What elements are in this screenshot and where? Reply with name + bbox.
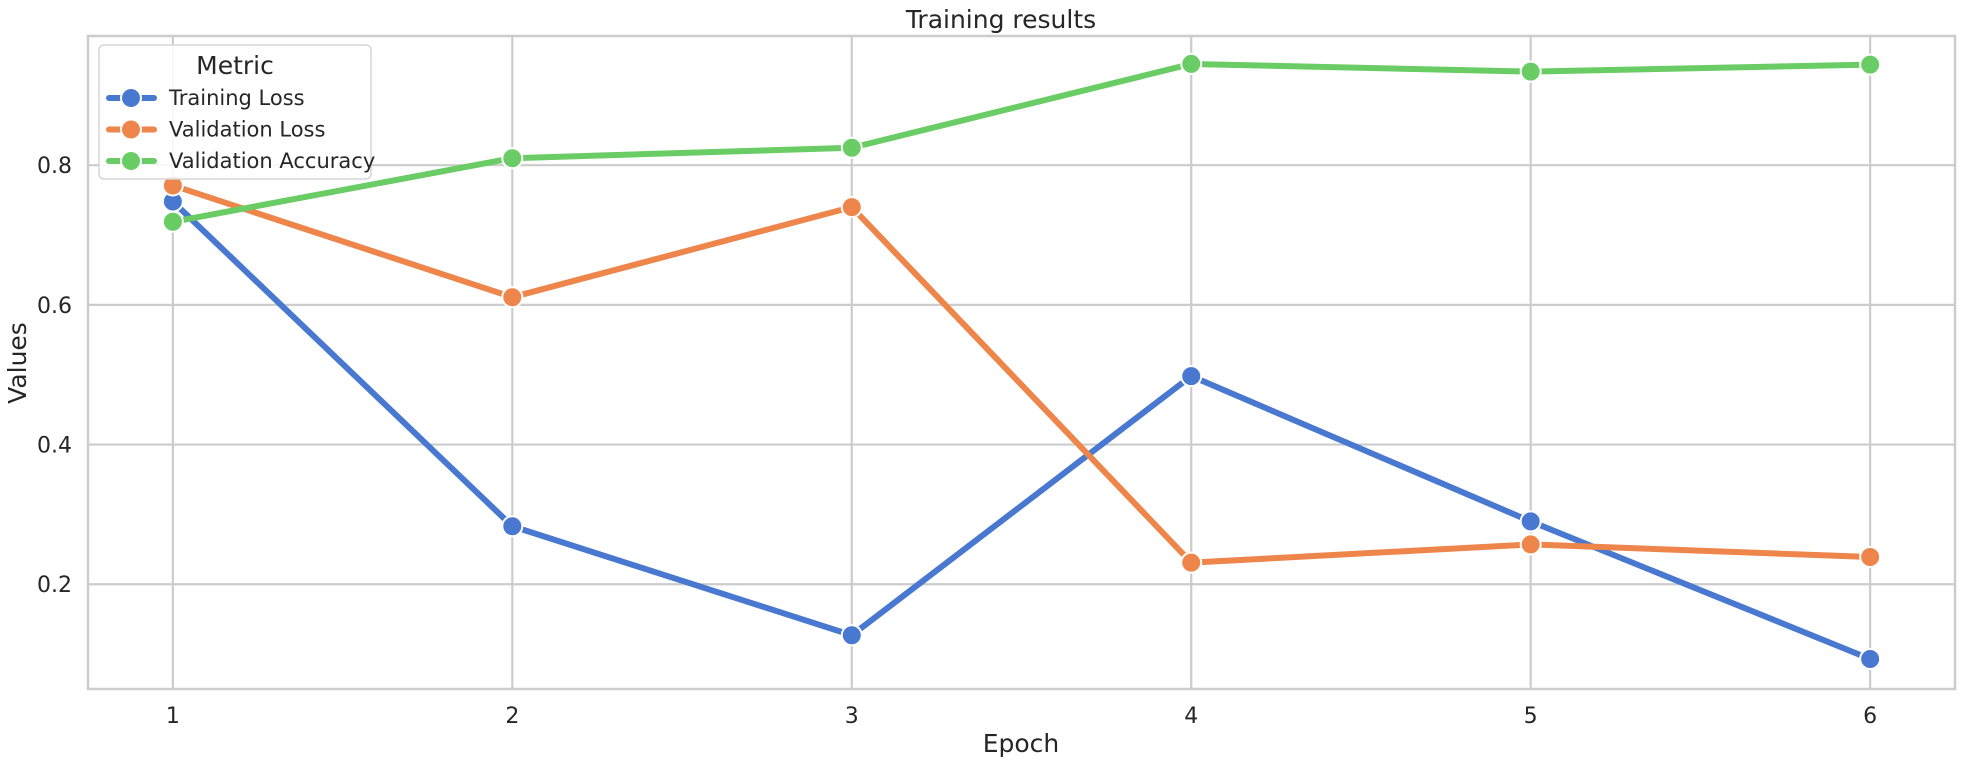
validation-accuracy-point	[1180, 52, 1203, 75]
validation-accuracy-point	[1859, 53, 1882, 76]
training-loss-point	[840, 624, 863, 647]
plot-frame	[86, 34, 1957, 691]
training-loss-point	[1519, 510, 1542, 533]
validation-loss-point	[1859, 546, 1882, 569]
y-tick-label: 0.8	[37, 154, 72, 179]
legend-item-validation-loss: Validation Loss	[106, 118, 325, 142]
legend-swatch-marker	[120, 87, 142, 109]
legend-box	[98, 44, 372, 180]
validation-accuracy-point	[840, 136, 863, 159]
legend-swatch-marker	[120, 150, 142, 172]
x-tick-labels: 1 2 3 4 5 6	[166, 704, 1877, 729]
legend-label: Training Loss	[168, 86, 305, 110]
validation-loss-point	[501, 286, 524, 309]
validation-loss-point	[840, 196, 863, 219]
training-loss-point	[1180, 365, 1203, 388]
series-lines	[169, 60, 1874, 662]
validation-loss-point	[1180, 551, 1203, 574]
legend: Metric Training Loss Validation Loss Valid…	[98, 44, 375, 180]
legend-item-training-loss: Training Loss	[106, 86, 305, 110]
x-axis-title: Epoch	[983, 729, 1060, 758]
chart-title: Training results	[905, 5, 1096, 34]
legend-label: Validation Loss	[169, 118, 325, 142]
training-loss-point	[501, 515, 524, 538]
legend-items: Training Loss Validation Loss Validation A…	[106, 86, 375, 173]
series-points	[161, 52, 1882, 670]
x-tick-label: 3	[845, 704, 859, 729]
training-loss-point	[1859, 647, 1882, 670]
legend-swatch-marker	[120, 118, 142, 141]
validation-accuracy-point	[1519, 60, 1542, 83]
y-tick-label: 0.2	[37, 573, 72, 598]
x-tick-label: 1	[166, 704, 180, 729]
x-tick-label: 5	[1524, 704, 1538, 729]
validation-loss-point	[1519, 533, 1542, 556]
y-axis-title: Values	[3, 322, 32, 404]
legend-item-validation-accuracy: Validation Accuracy	[106, 149, 375, 173]
validation-accuracy-line	[169, 60, 1874, 225]
y-tick-labels: 0.2 0.4 0.6 0.8	[37, 154, 72, 598]
validation-accuracy-point	[501, 147, 524, 170]
x-tick-label: 6	[1863, 704, 1877, 729]
x-tick-label: 4	[1184, 704, 1198, 729]
legend-label: Validation Accuracy	[169, 149, 375, 173]
legend-title: Metric	[196, 51, 274, 80]
y-tick-label: 0.4	[37, 434, 72, 459]
validation-loss-line	[169, 182, 1874, 566]
x-tick-label: 2	[505, 704, 519, 729]
validation-accuracy-point	[161, 210, 184, 233]
y-tick-label: 0.6	[37, 294, 72, 319]
